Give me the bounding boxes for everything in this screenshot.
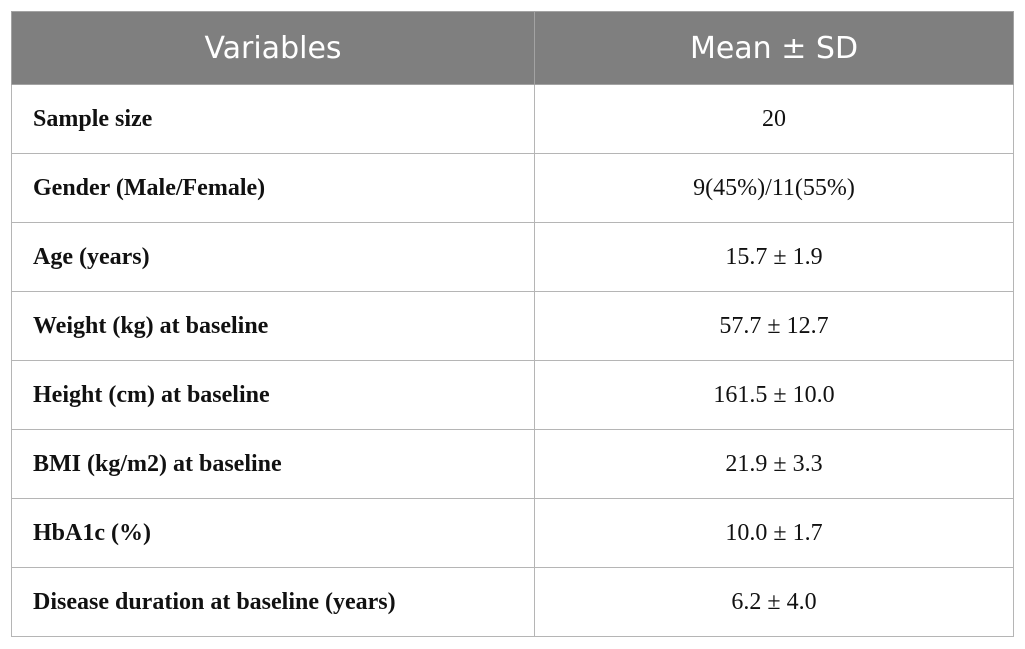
table-row: Disease duration at baseline (years) 6.2… (11, 567, 1014, 637)
table-row: Gender (Male/Female) 9(45%)/11(55%) (11, 153, 1014, 223)
table-row: Sample size 20 (11, 84, 1014, 154)
row-value-cell: 57.7 ± 12.7 (534, 291, 1014, 361)
table-row: BMI (kg/m2) at baseline 21.9 ± 3.3 (11, 429, 1014, 499)
row-value-cell: 15.7 ± 1.9 (534, 222, 1014, 292)
row-value-cell: 20 (534, 84, 1014, 154)
table-row: Age (years) 15.7 ± 1.9 (11, 222, 1014, 292)
row-value-cell: 9(45%)/11(55%) (534, 153, 1014, 223)
header-mean-sd: Mean ± SD (534, 11, 1014, 85)
row-value-cell: 6.2 ± 4.0 (534, 567, 1014, 637)
table-row: HbA1c (%) 10.0 ± 1.7 (11, 498, 1014, 568)
row-variable-cell: Age (years) (11, 222, 535, 292)
table-header: Variables Mean ± SD (11, 11, 1014, 85)
row-value-cell: 10.0 ± 1.7 (534, 498, 1014, 568)
baseline-characteristics-table: Variables Mean ± SD Sample size 20 Gende… (11, 11, 1014, 637)
row-variable-cell: Gender (Male/Female) (11, 153, 535, 223)
table-header-row: Variables Mean ± SD (11, 11, 1014, 85)
row-value-cell: 21.9 ± 3.3 (534, 429, 1014, 499)
baseline-characteristics-table-container: Variables Mean ± SD Sample size 20 Gende… (11, 11, 1014, 637)
row-variable-cell: Sample size (11, 84, 535, 154)
table-body: Sample size 20 Gender (Male/Female) 9(45… (11, 84, 1014, 637)
row-variable-cell: Disease duration at baseline (years) (11, 567, 535, 637)
row-variable-cell: Weight (kg) at baseline (11, 291, 535, 361)
table-row: Height (cm) at baseline 161.5 ± 10.0 (11, 360, 1014, 430)
row-variable-cell: HbA1c (%) (11, 498, 535, 568)
table-row: Weight (kg) at baseline 57.7 ± 12.7 (11, 291, 1014, 361)
row-value-cell: 161.5 ± 10.0 (534, 360, 1014, 430)
header-variables: Variables (11, 11, 535, 85)
row-variable-cell: BMI (kg/m2) at baseline (11, 429, 535, 499)
row-variable-cell: Height (cm) at baseline (11, 360, 535, 430)
